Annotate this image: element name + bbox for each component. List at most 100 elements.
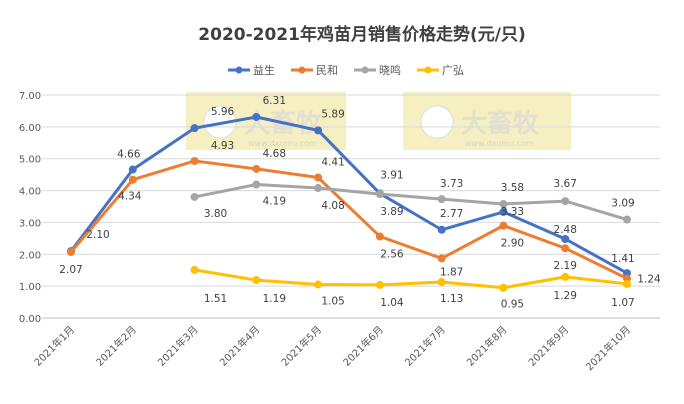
data-point	[128, 165, 137, 174]
data-point	[252, 180, 261, 189]
data-point	[190, 124, 199, 133]
data-point	[499, 221, 508, 230]
x-tick-label: 2021年8月	[464, 323, 510, 369]
data-point	[375, 280, 384, 289]
data-point	[437, 195, 446, 204]
data-label: 1.29	[554, 290, 577, 302]
data-point	[561, 272, 570, 281]
data-label: 2.19	[554, 260, 577, 272]
data-point	[190, 265, 199, 274]
data-label: 2.77	[440, 208, 463, 220]
data-label: 3.58	[501, 182, 524, 194]
y-tick-label: 0.00	[19, 314, 41, 325]
data-label: 3.67	[554, 178, 577, 190]
data-point	[499, 199, 508, 208]
data-point	[561, 197, 570, 206]
data-label: 5.96	[211, 106, 235, 118]
data-label: 1.41	[611, 253, 634, 265]
y-tick-label: 3.00	[19, 218, 41, 229]
x-tick-label: 2021年3月	[155, 323, 201, 369]
data-label: 4.93	[211, 140, 234, 152]
series-line-民和	[69, 159, 628, 280]
data-label: 6.31	[263, 95, 286, 107]
y-tick-label: 4.00	[19, 187, 41, 198]
data-label: 1.24	[637, 273, 661, 285]
y-tick-label: 2.00	[19, 250, 41, 261]
y-tick-label: 1.00	[19, 282, 41, 293]
data-point	[499, 283, 508, 292]
data-label: 4.68	[263, 148, 286, 160]
data-point	[314, 173, 323, 182]
watermark-logo-icon	[420, 105, 454, 139]
legend-marker	[424, 66, 432, 74]
data-point	[252, 276, 261, 285]
data-point	[314, 280, 323, 289]
x-tick-label: 2021年1月	[31, 323, 77, 369]
data-label: 1.05	[321, 296, 344, 308]
data-label: 1.51	[204, 293, 227, 305]
x-tick-label: 2021年9月	[526, 323, 572, 369]
data-point	[499, 207, 508, 216]
data-label: 4.19	[263, 196, 286, 208]
data-label: 5.89	[321, 108, 344, 120]
data-label: 3.80	[204, 208, 227, 220]
data-point	[623, 215, 631, 224]
x-tick-label: 2021年7月	[402, 323, 448, 369]
data-point	[437, 254, 446, 263]
watermark-url: www.dxumu.com	[248, 139, 317, 148]
data-label: 2.48	[554, 224, 577, 236]
data-label: 3.89	[380, 206, 403, 218]
data-point	[437, 225, 446, 234]
legend-label: 益生	[253, 63, 275, 77]
series-line-广弘	[194, 268, 628, 290]
data-label: 1.19	[263, 293, 286, 305]
data-label: 1.04	[380, 297, 404, 309]
data-point	[314, 184, 323, 193]
data-point	[252, 164, 261, 173]
data-label: 1.07	[611, 297, 634, 309]
data-point	[67, 248, 75, 257]
x-tick-label: 2021年4月	[217, 323, 263, 369]
data-point	[128, 175, 137, 184]
y-tick-label: 6.00	[19, 123, 41, 134]
x-tick-label: 2021年2月	[93, 323, 139, 369]
data-point	[375, 190, 384, 199]
data-point	[561, 244, 570, 253]
data-label: 4.34	[118, 191, 142, 203]
data-label: 2.90	[501, 238, 524, 250]
series-line-益生	[69, 115, 628, 275]
legend-label: 晓鸣	[379, 63, 401, 77]
watermark-url: www.dxumu.com	[465, 139, 534, 148]
data-label: 2.56	[380, 248, 404, 260]
data-label: 3.33	[501, 206, 524, 218]
y-tick-label: 7.00	[19, 91, 41, 102]
watermark-text: 大畜牧	[461, 108, 540, 139]
y-tick-label: 5.00	[19, 155, 41, 166]
data-label: 3.09	[611, 198, 634, 210]
chart-title: 2020-2021年鸡苗月销售价格走势(元/只)	[198, 24, 525, 45]
data-label: 1.87	[440, 266, 463, 278]
data-label: 4.41	[321, 157, 344, 169]
data-label: 3.91	[380, 169, 403, 181]
x-tick-label: 2021年10月	[583, 323, 633, 373]
legend-marker	[298, 66, 306, 74]
data-point	[561, 234, 570, 243]
x-tick-label: 2021年5月	[278, 323, 324, 369]
x-tick-label: 2021年6月	[340, 323, 386, 369]
data-label: 4.08	[321, 200, 344, 212]
data-point	[375, 232, 384, 241]
data-label: 0.95	[501, 299, 524, 311]
legend-label: 广弘	[442, 64, 464, 77]
data-label: 1.13	[440, 293, 463, 305]
data-label: 3.73	[440, 178, 463, 190]
series-line-晓鸣	[194, 183, 628, 221]
data-point	[190, 192, 199, 201]
legend-label: 民和	[316, 64, 338, 77]
legend-marker	[361, 66, 369, 74]
data-label: 2.07	[59, 264, 82, 276]
data-label: 2.10	[86, 229, 109, 241]
data-point	[314, 126, 323, 135]
data-point	[623, 279, 631, 288]
